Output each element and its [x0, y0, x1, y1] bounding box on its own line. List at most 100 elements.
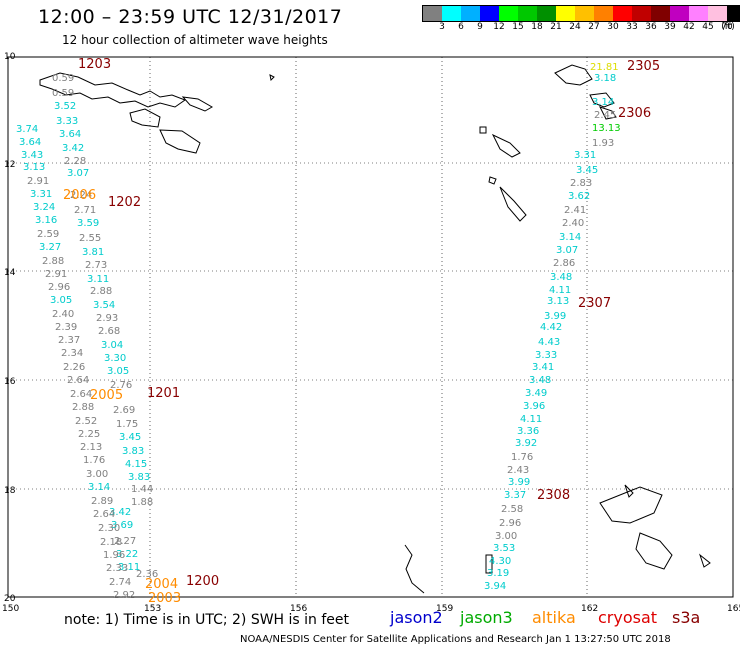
time-label: 1202	[108, 195, 142, 210]
x-axis-label: 153	[144, 604, 162, 614]
wave-height-value: 1.75	[116, 419, 139, 430]
wave-height-value: 2.71	[74, 205, 97, 216]
wave-height-value: 1.44	[131, 484, 154, 495]
wave-height-value: 3.99	[544, 311, 567, 322]
map-subtitle: 12 hour collection of altimeter wave hei…	[62, 33, 328, 47]
color-swatch	[689, 6, 708, 21]
wave-height-value: 3.45	[576, 165, 599, 176]
time-label: 2307	[578, 296, 612, 311]
wave-height-value: 3.11	[118, 562, 141, 573]
color-scale-label: 70	[721, 22, 733, 32]
wave-height-value: 4.11	[549, 285, 572, 296]
wave-height-value: 2.13	[80, 442, 103, 453]
x-axis-label: 165	[727, 604, 740, 614]
wave-height-value: 3.24	[33, 202, 56, 213]
wave-height-value: 3.30	[104, 353, 127, 364]
color-scale-label: 42	[683, 22, 695, 32]
wave-height-value: 3.53	[493, 543, 516, 554]
color-swatch	[442, 6, 461, 21]
note-text: note: 1) Time is in UTC; 2) SWH is in fe…	[64, 612, 350, 628]
wave-height-value: 2.34	[61, 348, 84, 359]
wave-height-value: 3.36	[517, 426, 540, 437]
color-swatch	[575, 6, 594, 21]
wave-height-value: 1.76	[511, 452, 534, 463]
color-scale-label: 39	[664, 22, 676, 32]
wave-height-value: 2.24	[70, 190, 93, 201]
wave-height-value: 3.83	[128, 472, 151, 483]
wave-height-value: 3.31	[30, 189, 53, 200]
wave-height-value: 3.96	[523, 401, 546, 412]
wave-height-value: 2.40	[52, 309, 75, 320]
wave-height-value: 2.55	[79, 233, 102, 244]
wave-height-value: 2.73	[85, 260, 108, 271]
wave-height-value: 2.96	[48, 282, 71, 293]
color-scale-label: 15	[512, 22, 524, 32]
time-label: 2004	[145, 577, 179, 592]
color-swatch	[594, 6, 613, 21]
wave-height-value: 3.05	[50, 295, 73, 306]
wave-height-value: 3.13	[23, 162, 46, 173]
time-label: 2006	[63, 188, 97, 203]
wave-height-value: 2.28	[64, 156, 87, 167]
color-scale-unit: (ft)	[721, 22, 735, 32]
wave-height-value: 2.93	[96, 313, 119, 324]
plot-frame	[7, 56, 734, 598]
map-title: 12:00 – 23:59 UTC 12/31/2017	[38, 6, 343, 28]
wave-height-value: 3.74	[16, 124, 39, 135]
wave-height-value: 3.64	[59, 129, 82, 140]
legend-item-jason3: jason3	[460, 608, 513, 627]
wave-height-value: 3.14	[592, 97, 615, 108]
wave-height-value: 3.04	[101, 340, 124, 351]
wave-height-value: 3.94	[484, 581, 507, 592]
time-label: 2305	[627, 59, 661, 74]
wave-height-value: 2.41	[564, 205, 587, 216]
wave-height-value: 3.48	[550, 272, 573, 283]
color-scale-bar	[422, 5, 740, 22]
y-axis-label: 10	[4, 52, 16, 62]
x-axis-label: 162	[581, 604, 599, 614]
wave-height-value: 2.37	[58, 335, 81, 346]
color-scale-label: 24	[569, 22, 581, 32]
wave-height-value: 0.59	[52, 73, 75, 84]
color-scale-label: 27	[588, 22, 600, 32]
wave-height-value: 3.69	[111, 520, 134, 531]
legend-item-jason2: jason2	[390, 608, 443, 627]
wave-height-value: 2.91	[45, 269, 68, 280]
wave-height-value: 3.13	[547, 296, 570, 307]
wave-height-value: 3.62	[568, 191, 591, 202]
x-axis-label: 150	[2, 604, 20, 614]
wave-height-value: 2.33	[106, 563, 129, 574]
color-scale-label: 36	[645, 22, 657, 32]
wave-height-value: 3.27	[39, 242, 62, 253]
time-label: 2003	[148, 591, 182, 606]
wave-height-value: 2.39	[55, 322, 78, 333]
wave-height-value: 1.96	[103, 550, 126, 561]
x-axis-label: 159	[436, 604, 454, 614]
wave-height-value: 3.42	[109, 507, 132, 518]
wave-height-value: 2.30	[98, 523, 121, 534]
wave-height-value: 3.41	[532, 362, 555, 373]
wave-height-value: 2.26	[63, 362, 86, 373]
wave-height-value: 3.11	[87, 274, 110, 285]
wave-height-value: 3.43	[21, 150, 44, 161]
wave-height-value: 2.27	[114, 536, 137, 547]
wave-height-value: 3.81	[82, 247, 105, 258]
top-right-value: 21.81	[590, 62, 619, 73]
wave-height-value: 2.25	[78, 429, 101, 440]
wave-height-value: 3.42	[62, 143, 85, 154]
color-swatch	[727, 6, 740, 21]
color-swatch	[423, 6, 442, 21]
wave-height-value: 3.22	[116, 549, 139, 560]
footer-credit: NOAA/NESDIS Center for Satellite Applica…	[240, 634, 671, 645]
wave-height-value: 2.52	[75, 416, 98, 427]
color-scale-label: 33	[626, 22, 638, 32]
color-scale-label: 21	[550, 22, 562, 32]
color-swatch	[537, 6, 556, 21]
wave-height-value: 3.54	[93, 300, 116, 311]
wave-height-value: 2.69	[113, 405, 136, 416]
color-swatch	[461, 6, 480, 21]
color-swatch	[708, 6, 727, 21]
wave-height-value: 3.37	[504, 490, 527, 501]
wave-height-value: 3.05	[107, 366, 130, 377]
wave-height-value: 2.92	[113, 590, 136, 601]
